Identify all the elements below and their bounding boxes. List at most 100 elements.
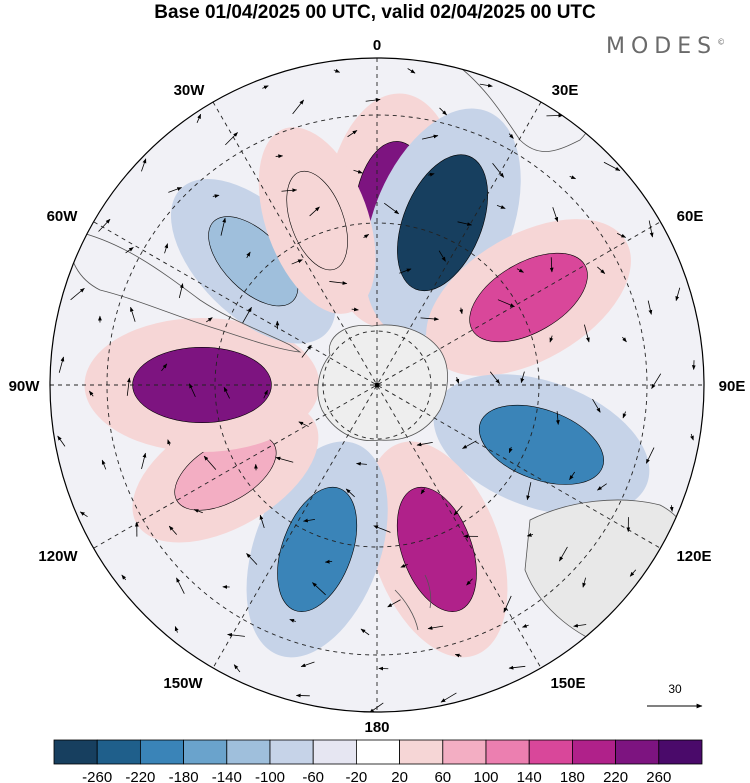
reference-vector-label: 30 <box>668 682 682 696</box>
wind-vector <box>549 257 554 273</box>
colorbar-tick-label: 220 <box>603 769 628 783</box>
lon-label-150w: 150W <box>163 675 203 692</box>
wind-vector <box>329 281 348 285</box>
colorbar-swatch <box>572 739 617 765</box>
colorbar-swatch <box>355 739 400 765</box>
south-pole-marker <box>374 382 380 388</box>
wind-vector <box>399 268 412 274</box>
wind-vector <box>206 317 213 323</box>
colorbar-swatch <box>528 739 573 765</box>
wind-vector <box>508 446 513 454</box>
wind-vector <box>508 133 514 139</box>
wind-vector <box>356 461 367 466</box>
colorbar-swatch <box>139 739 184 765</box>
wind-vector <box>189 383 196 397</box>
colorbar-swatch <box>442 739 487 765</box>
lon-label-90e: 90E <box>719 378 746 395</box>
colorbar-tick-label: -260 <box>82 769 112 783</box>
wind-vector <box>522 624 529 628</box>
wind-vector <box>439 107 447 116</box>
wind-vector <box>291 259 303 265</box>
wind-vector <box>223 386 230 399</box>
colorbar-tick-label: -140 <box>212 769 242 783</box>
wind-vector <box>651 373 662 389</box>
colorbar-swatch <box>485 739 530 765</box>
wind-vector <box>121 574 127 581</box>
wind-vector <box>455 377 460 384</box>
wind-vector <box>259 514 265 528</box>
wind-vector <box>597 266 606 274</box>
wind-vector <box>559 546 568 562</box>
lon-label-120e: 120E <box>676 548 711 565</box>
wind-vector <box>647 300 653 315</box>
lon-label-30e: 30E <box>552 82 579 99</box>
wind-vectors <box>57 68 696 712</box>
wind-vector <box>174 626 179 633</box>
wind-vector <box>453 505 463 516</box>
colorbar-tick-label: -60 <box>302 769 324 783</box>
wind-vector <box>369 702 384 712</box>
wind-vector <box>164 243 169 254</box>
wind-vector <box>387 599 401 608</box>
wind-vector <box>130 306 136 322</box>
wind-vector <box>246 553 258 565</box>
wind-vector <box>360 628 370 636</box>
colorbar-swatch <box>312 739 357 765</box>
wind-vector <box>303 518 315 523</box>
colorbar-swatch <box>615 739 660 765</box>
wind-vector <box>227 632 245 637</box>
anomaly-core <box>396 486 477 612</box>
wind-vector <box>275 154 284 159</box>
wind-vector <box>365 98 381 102</box>
antarctica-landmass <box>317 324 448 442</box>
south-america-outline <box>68 229 302 353</box>
colorbar-tick-label: 180 <box>560 769 585 783</box>
colorbar-swatch <box>658 739 703 765</box>
wind-vector <box>345 488 355 498</box>
lon-label-0: 0 <box>373 37 381 54</box>
wind-vector <box>141 452 147 470</box>
wind-vector <box>526 533 534 537</box>
wind-vector <box>549 335 554 343</box>
wind-vector <box>603 161 621 171</box>
wind-vector <box>373 525 391 533</box>
colorbar-tick-label: -180 <box>169 769 199 783</box>
wind-vector <box>57 435 66 447</box>
wind-vector <box>176 577 185 594</box>
wind-vector <box>333 68 341 73</box>
wind-vector <box>428 172 435 177</box>
colorbar-tick-label: -220 <box>125 769 155 783</box>
wind-vector <box>690 433 694 441</box>
wind-vector <box>242 306 252 324</box>
anomaly-core <box>286 170 348 271</box>
map-boundary <box>49 57 705 713</box>
wind-vector <box>141 158 147 172</box>
colorbar-tick-label: 140 <box>517 769 542 783</box>
wind-vector <box>196 113 202 123</box>
wind-vector <box>309 206 320 217</box>
wind-vector <box>459 307 464 315</box>
wind-vector <box>79 511 88 518</box>
wind-vector <box>622 336 627 343</box>
wind-vector <box>125 247 134 254</box>
wind-vector <box>246 251 251 259</box>
wind-vector <box>675 287 681 302</box>
anomaly-core <box>469 252 588 343</box>
wind-vector <box>262 85 269 90</box>
graticule <box>50 58 704 712</box>
wind-vector <box>212 194 220 198</box>
wind-vector <box>496 205 506 209</box>
wind-vector <box>479 83 493 88</box>
wind-vector <box>101 459 107 470</box>
wind-vector <box>275 456 294 463</box>
wind-vector <box>298 421 309 427</box>
wind-vector <box>427 625 444 630</box>
wind-vector <box>440 692 457 703</box>
wind-vector <box>301 344 312 358</box>
wind-vector <box>289 618 296 623</box>
wind-vector <box>546 113 564 118</box>
wind-vector <box>292 99 304 115</box>
wind-vector <box>220 217 227 236</box>
wind-vector <box>597 483 607 491</box>
